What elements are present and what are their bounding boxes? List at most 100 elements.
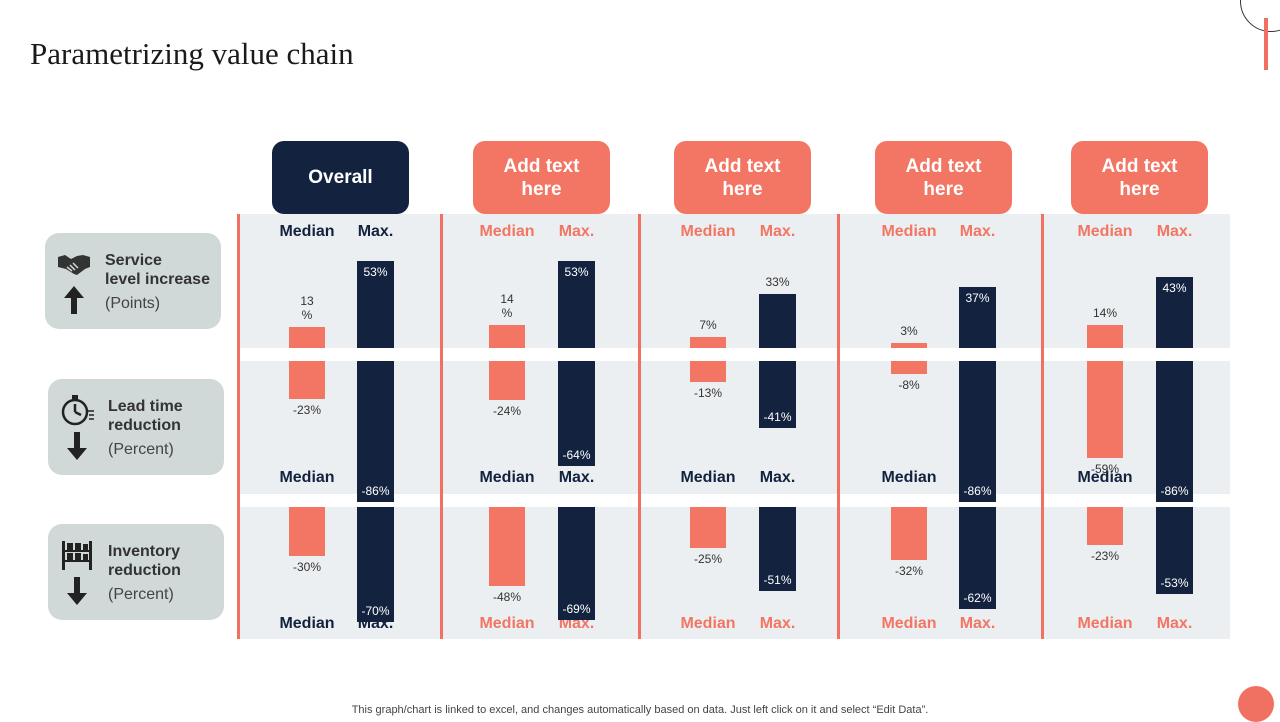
max-label: Max. — [759, 469, 796, 486]
max-bar — [357, 361, 394, 503]
metric-name: Service level increase — [105, 252, 210, 288]
max-value-label: -86% — [963, 484, 992, 499]
median-label: Median — [1077, 223, 1133, 240]
max-bar — [1156, 507, 1193, 594]
max-bar — [959, 507, 996, 609]
max-value-label: -70% — [361, 603, 390, 618]
median-label: Median — [479, 615, 535, 632]
metric-unit: (Percent) — [108, 441, 174, 458]
max-bar — [759, 293, 796, 348]
median-label: Median — [1077, 469, 1133, 486]
max-value-label: 53% — [363, 265, 388, 279]
page-title: Parametrizing value chain — [30, 36, 354, 71]
decorative-dot — [1238, 686, 1274, 722]
max-label: Max. — [558, 469, 595, 486]
warehouse-shelf-icon — [62, 541, 92, 570]
column-divider — [638, 214, 641, 639]
median-label: Median — [680, 615, 736, 632]
max-value-label: -51% — [763, 572, 792, 587]
column-panel — [1044, 214, 1230, 639]
median-value-label: -48% — [492, 589, 521, 604]
max-value-label: -86% — [361, 484, 390, 499]
max-value-label: -69% — [562, 602, 591, 617]
median-value-label: 14% — [1092, 306, 1118, 321]
median-label: Median — [279, 469, 335, 486]
max-value-label: -53% — [1160, 576, 1189, 590]
median-value-label: 14 % — [500, 292, 514, 321]
max-value-label: 33% — [765, 274, 790, 289]
row-separator — [240, 348, 1230, 361]
max-label: Max. — [558, 223, 595, 240]
max-value-label: -41% — [763, 410, 792, 425]
max-label: Max. — [959, 615, 996, 632]
max-bar — [959, 287, 996, 348]
decorative-accent-bar — [1264, 18, 1268, 70]
column-divider — [1041, 214, 1044, 639]
max-label: Max. — [759, 223, 796, 240]
median-bar — [289, 326, 325, 348]
handshake-icon — [58, 255, 90, 275]
max-value-label: 37% — [965, 291, 990, 306]
median-bar — [1087, 325, 1123, 348]
median-label: Median — [479, 469, 535, 486]
decorative-circle — [1240, 0, 1280, 32]
max-label: Max. — [1156, 615, 1193, 632]
median-bar — [289, 507, 325, 557]
max-value-label: -62% — [963, 590, 992, 605]
median-label: Median — [680, 223, 736, 240]
column-divider — [837, 214, 840, 639]
metric-card-lead-time: Lead time reduction (Percent) — [48, 379, 224, 475]
median-bar — [690, 361, 726, 383]
median-label: Median — [279, 615, 335, 632]
median-bar — [690, 507, 726, 549]
max-bar — [1156, 361, 1193, 503]
max-bar — [558, 507, 595, 621]
header-group-3: Add text here — [674, 141, 811, 214]
median-label: Median — [479, 223, 535, 240]
median-bar — [1087, 507, 1123, 545]
footnote: This graph/chart is linked to excel, and… — [351, 704, 929, 716]
column-divider — [440, 214, 443, 639]
median-value-label: -8% — [898, 378, 920, 393]
median-value-label: -23% — [292, 402, 321, 417]
header-group-5: Add text here — [1071, 141, 1208, 214]
median-bar — [489, 507, 525, 586]
median-bar — [891, 343, 927, 348]
column-divider — [237, 214, 240, 639]
max-bar — [959, 361, 996, 503]
stopwatch-icon — [61, 395, 94, 426]
arrow-down-icon — [67, 577, 87, 605]
median-value-label: -30% — [292, 560, 321, 575]
median-label: Median — [680, 469, 736, 486]
median-value-label: 7% — [699, 317, 717, 332]
max-label: Max. — [1156, 223, 1193, 240]
max-bar — [558, 361, 595, 467]
metric-name: Lead time reduction — [108, 398, 183, 434]
median-label: Median — [881, 615, 937, 632]
median-label: Median — [881, 469, 937, 486]
median-label: Median — [279, 223, 335, 240]
arrow-down-icon — [67, 432, 87, 460]
metric-unit: (Points) — [105, 295, 161, 312]
median-label: Median — [1077, 615, 1133, 632]
max-label: Max. — [759, 615, 796, 632]
header-group-4: Add text here — [875, 141, 1012, 214]
median-label: Median — [881, 223, 937, 240]
column-panel — [840, 214, 1041, 639]
metric-card-inventory: Inventory reduction (Percent) — [48, 524, 224, 620]
max-label: Max. — [959, 223, 996, 240]
median-value-label: 13 % — [300, 293, 314, 322]
max-bar — [357, 261, 394, 348]
max-bar — [759, 361, 796, 429]
median-value-label: -25% — [693, 552, 722, 567]
max-value-label: -64% — [562, 448, 591, 463]
max-value-label: 53% — [564, 265, 589, 279]
header-group-2: Add text here — [473, 141, 610, 214]
max-value-label: 43% — [1162, 281, 1187, 296]
max-bar — [558, 261, 595, 348]
max-bar — [1156, 277, 1193, 348]
median-bar — [489, 325, 525, 348]
median-value-label: -59% — [1090, 461, 1119, 476]
median-value-label: -13% — [693, 386, 722, 401]
median-bar — [1087, 361, 1123, 458]
